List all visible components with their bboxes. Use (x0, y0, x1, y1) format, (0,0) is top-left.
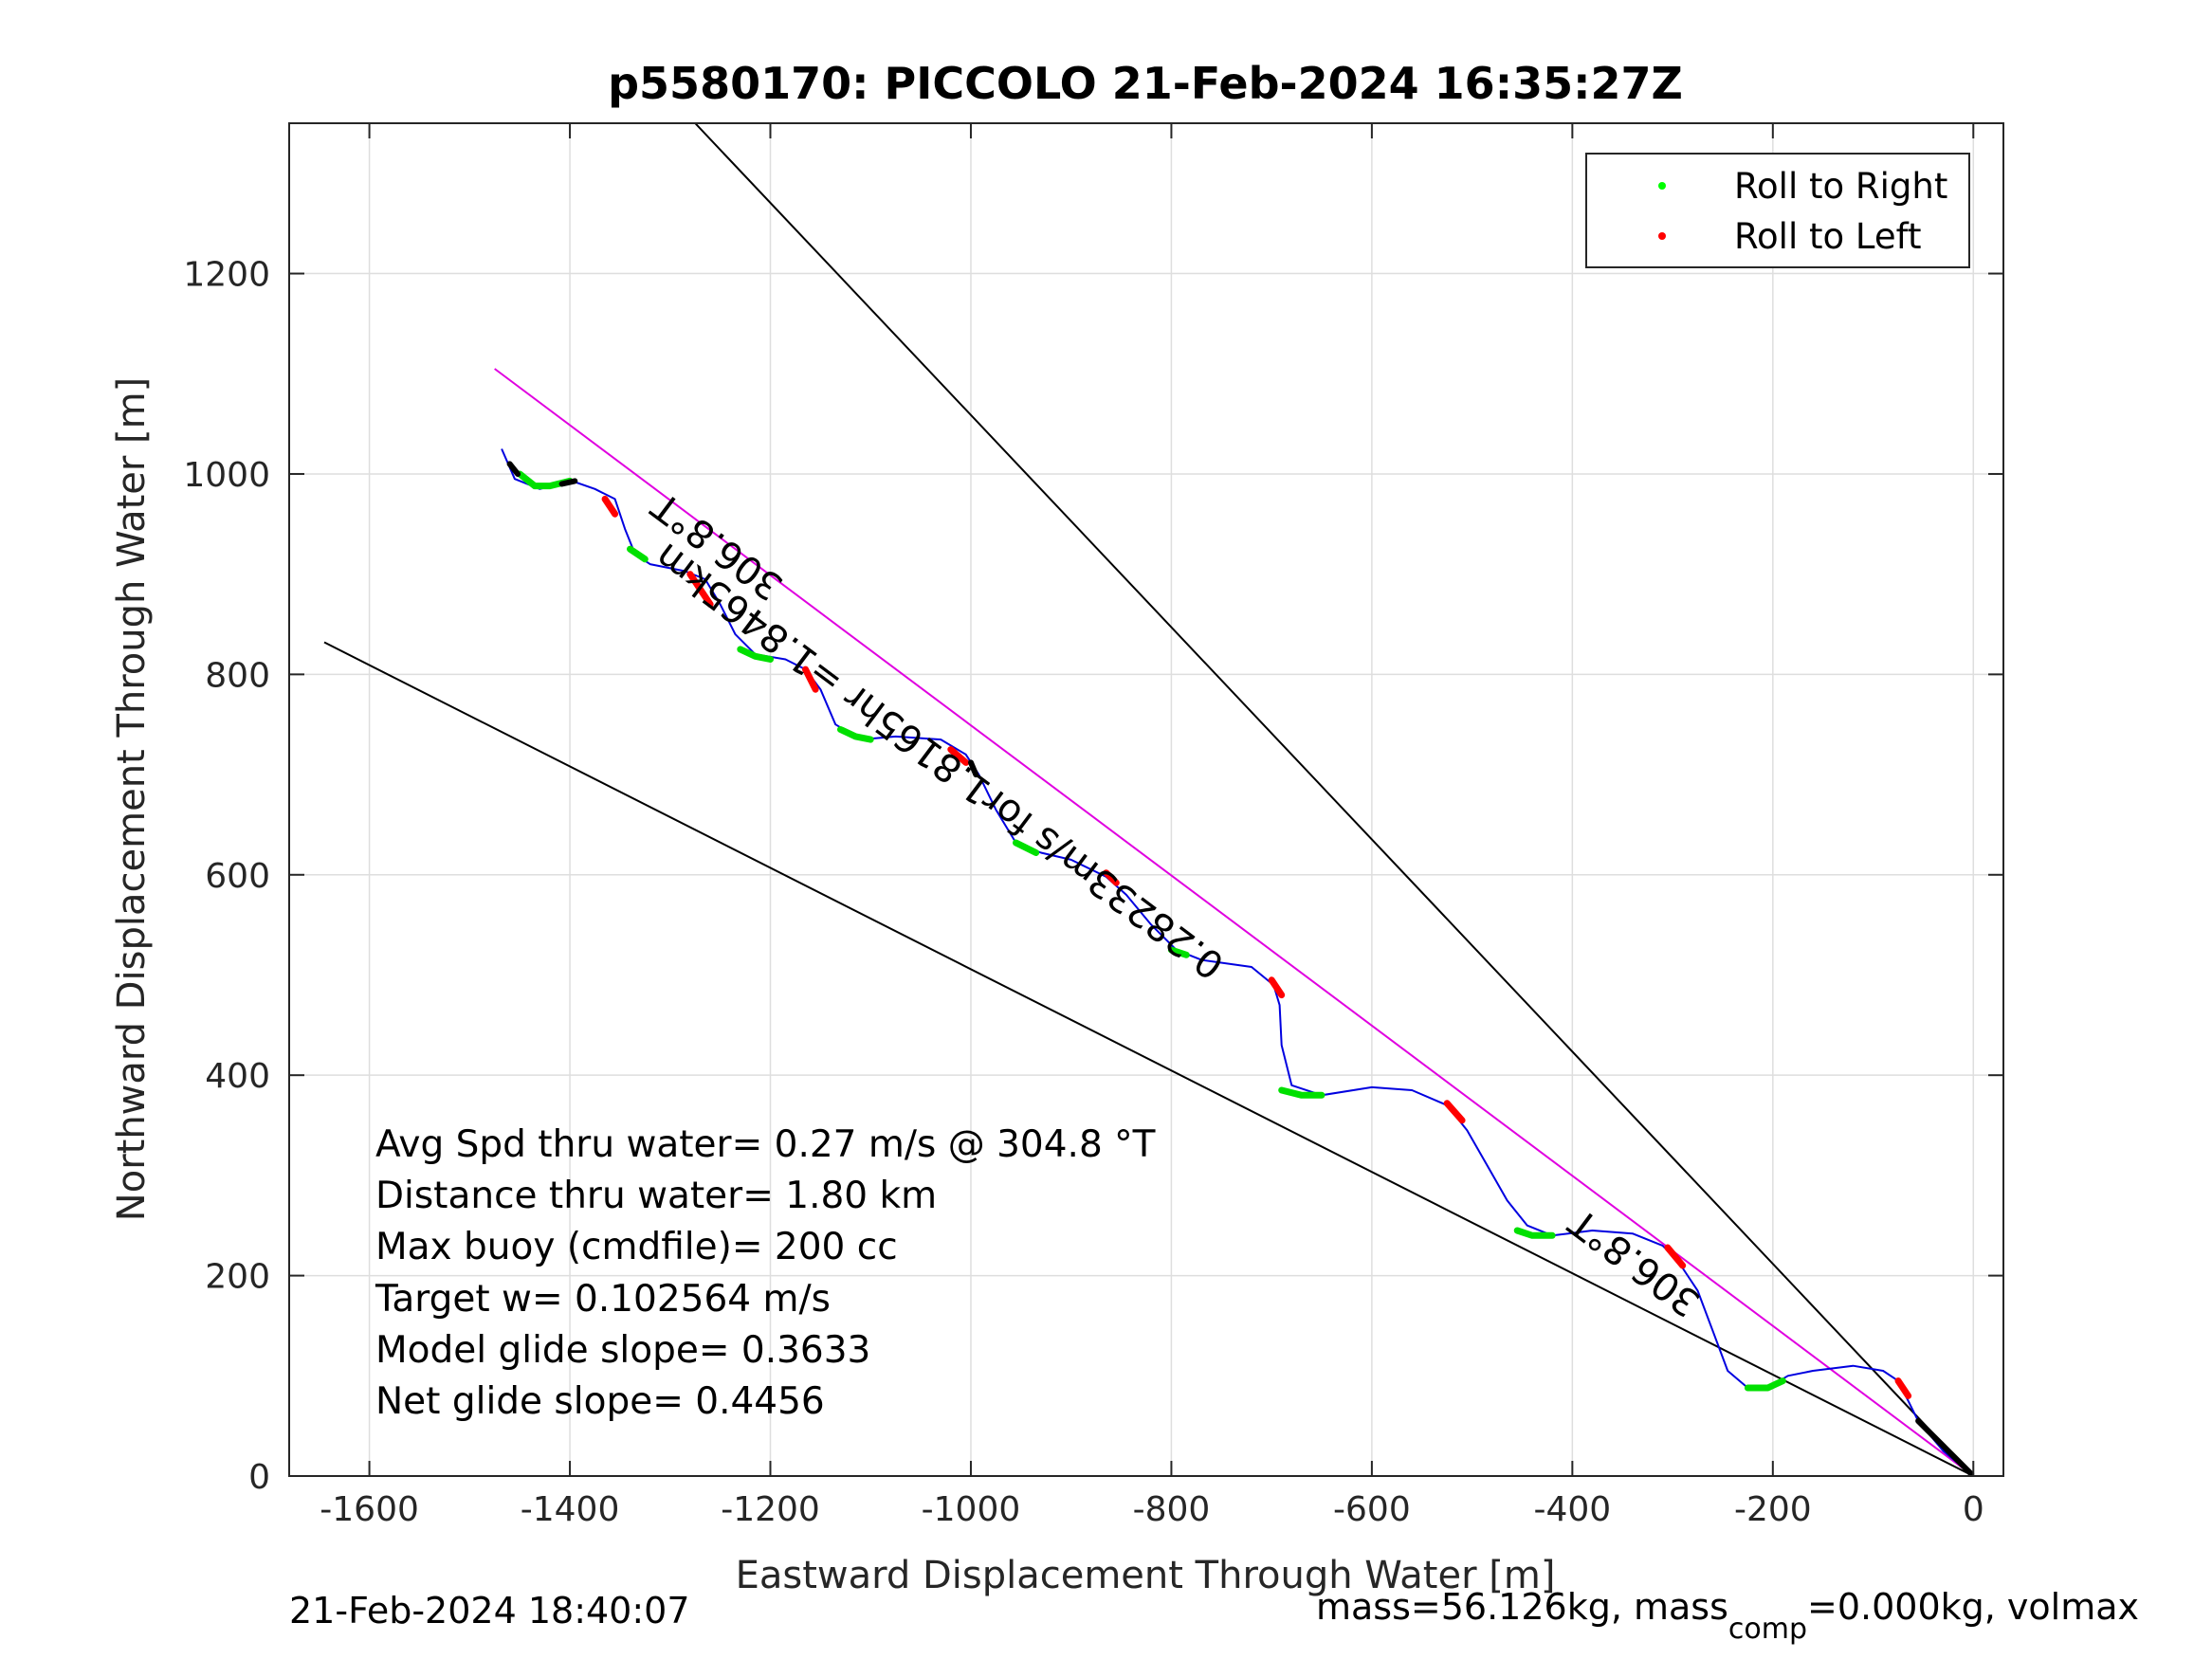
roll-right-segment (737, 646, 774, 663)
reference-line (694, 123, 1975, 1476)
footer-mass-prefix: mass=56.126kg, mass (1316, 1586, 1728, 1628)
x-tick-label: -800 (1133, 1490, 1211, 1529)
stat-target-w: Target w= 0.102564 m/s (375, 1278, 831, 1321)
stat-distance: Distance thru water= 1.80 km (375, 1175, 937, 1217)
legend-marker-roll-right (1658, 182, 1666, 190)
footer-mass-info: mass=56.126kg, masscomp=0.000kg, volmax (1316, 1586, 2139, 1646)
y-tick-label: 200 (205, 1258, 270, 1297)
roll-right-segment (837, 726, 874, 743)
legend-label-roll-right: Roll to Right (1734, 166, 1947, 207)
x-tick-label: -1400 (521, 1490, 620, 1529)
roll-left-segment (601, 495, 619, 518)
reference-line (323, 641, 1974, 1476)
roll-left-segment (1894, 1377, 1912, 1399)
roll-right-segment (1167, 946, 1190, 958)
legend-box (1585, 153, 1970, 268)
plot-box (288, 122, 2004, 1477)
roll-left-segment (1664, 1244, 1687, 1269)
x-tick-label: -1000 (922, 1490, 1021, 1529)
y-tick-label: 400 (205, 1057, 270, 1096)
x-tick-label: -400 (1534, 1490, 1612, 1529)
x-tick-label: -200 (1734, 1490, 1812, 1529)
reference-lines (323, 123, 1975, 1476)
stats-text-block: Avg Spd thru water= 0.27 m/s @ 304.8 °T … (375, 1123, 1156, 1423)
track-line (501, 448, 1974, 1476)
y-tick-label: 1000 (183, 456, 270, 495)
y-tick-label: 800 (205, 656, 270, 695)
roll-left-segment (1103, 869, 1120, 886)
x-tick-label: -600 (1333, 1490, 1411, 1529)
roll-left-segment (686, 571, 714, 608)
reference-line (494, 368, 1974, 1476)
x-axis-label: Eastward Displacement Through Water [m] (736, 1554, 1556, 1597)
roll-left-segment (1443, 1100, 1466, 1124)
x-tick-label: -1200 (721, 1490, 820, 1529)
roll-right-segment (627, 545, 649, 563)
roll-right-segment (1513, 1227, 1556, 1239)
y-tick-label: 600 (205, 857, 270, 896)
roll-left-segment (802, 665, 819, 693)
track-highlight-segment (506, 461, 521, 477)
roll-right-segment (1744, 1377, 1786, 1392)
chart-title: p5580170: PICCOLO 21-Feb-2024 16:35:27Z (608, 58, 1683, 109)
roll-left-segment (947, 746, 970, 766)
legend-label-roll-left: Roll to Left (1734, 216, 1922, 257)
footer-mass-subscript: comp (1728, 1613, 1807, 1646)
legend-marker-roll-left (1658, 232, 1666, 240)
y-tick-label: 1200 (183, 256, 270, 295)
roll-left-segment (1268, 976, 1286, 999)
stat-net-slope: Net glide slope= 0.4456 (375, 1380, 825, 1423)
x-tick-label: -1600 (320, 1490, 419, 1529)
track-highlight-segment (1915, 1417, 1975, 1476)
stat-avg-speed: Avg Spd thru water= 0.27 m/s @ 304.8 °T (375, 1123, 1156, 1166)
footer-mass-suffix: =0.000kg, volmax (1807, 1586, 2139, 1628)
y-tick-label: 0 (248, 1458, 270, 1497)
x-tick-label: 0 (1963, 1490, 1984, 1529)
stat-model-slope: Model glide slope= 0.3633 (375, 1329, 870, 1372)
stat-max-buoy: Max buoy (cmdfile)= 200 cc (375, 1226, 898, 1268)
roll-right-segment (1278, 1086, 1325, 1099)
track-highlight-segment (558, 478, 578, 487)
roll-right-segment (1013, 839, 1040, 856)
roll-segments (506, 461, 1975, 1476)
axis-ticks: -1600 -1400 -1200 -1000 -800 -600 -400 -200 0 0 20… (183, 123, 2003, 1529)
footer-timestamp: 21-Feb-2024 18:40:07 (289, 1590, 690, 1632)
glider-track (501, 448, 1974, 1476)
legend: Roll to Right Roll to Left (1585, 153, 1970, 268)
y-axis-label: Northward Displacement Through Water [m] (110, 377, 154, 1221)
track-highlight-segment (968, 759, 979, 778)
